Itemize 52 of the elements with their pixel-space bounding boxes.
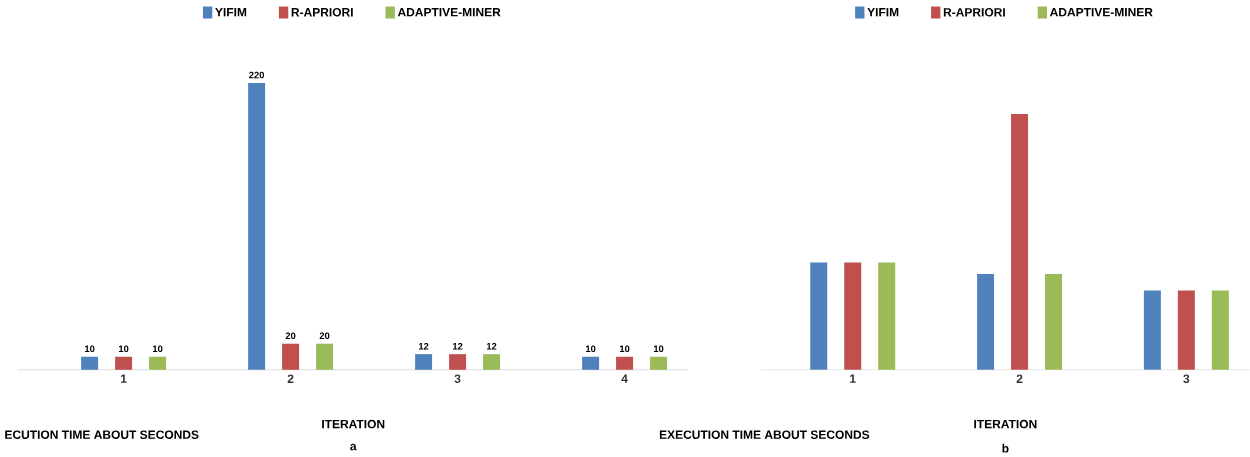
bar [977, 273, 995, 370]
bar [1011, 114, 1029, 370]
text: b [1002, 443, 1009, 453]
x-tick-label: 4 [621, 374, 628, 383]
bar [1211, 290, 1229, 370]
bar [483, 354, 501, 370]
legend-label: YIFIM [215, 8, 247, 17]
bar [1143, 290, 1161, 370]
x-tick-label: 1 [850, 374, 856, 383]
data-label: 10 [85, 345, 95, 353]
bar [878, 262, 896, 370]
legend-label: R-APRIORI [943, 7, 1005, 17]
data-label: 10 [619, 345, 630, 353]
bar [1045, 273, 1063, 370]
y-axis-title: ECUTION TIME ABOUT SECONDS [5, 430, 199, 439]
data-label: 12 [486, 342, 497, 350]
data-label: 20 [319, 332, 330, 339]
legend-label: R-APRIORI [291, 7, 353, 17]
bar [582, 356, 600, 370]
data-label: 10 [653, 345, 664, 353]
bar [616, 356, 634, 370]
text: a [350, 443, 357, 451]
legend-label: ADAPTIVE-MINER [1049, 8, 1153, 17]
x-tick-label: 3 [1183, 374, 1190, 383]
bar [415, 354, 433, 370]
bar [81, 356, 99, 370]
bar [282, 343, 300, 370]
data-label: 20 [285, 332, 296, 339]
data-label: 10 [152, 345, 163, 353]
bar [449, 354, 467, 370]
bar [316, 343, 334, 370]
bar [844, 262, 862, 370]
legend-label: YIFIM [867, 8, 899, 17]
bar [248, 82, 266, 370]
x-tick-label: 2 [1016, 374, 1023, 383]
x-tick-label: 1 [121, 374, 127, 383]
data-label: 10 [119, 345, 129, 353]
data-label: 12 [452, 342, 463, 350]
bar [810, 262, 828, 370]
data-label: 220 [249, 71, 265, 79]
x-axis-title: ITERATION [322, 419, 385, 429]
bar [115, 356, 133, 370]
data-label: 10 [585, 345, 596, 353]
data-label: 12 [419, 342, 429, 350]
bar [149, 356, 167, 370]
x-tick-label: 2 [287, 374, 294, 383]
bar [1177, 290, 1195, 370]
x-tick-label: 3 [454, 374, 461, 383]
bar [650, 356, 668, 370]
x-axis-title: ITERATION [974, 419, 1037, 429]
legend-label: ADAPTIVE-MINER [397, 8, 501, 17]
y-axis-title: EXECUTION TIME ABOUT SECONDS [659, 430, 870, 439]
